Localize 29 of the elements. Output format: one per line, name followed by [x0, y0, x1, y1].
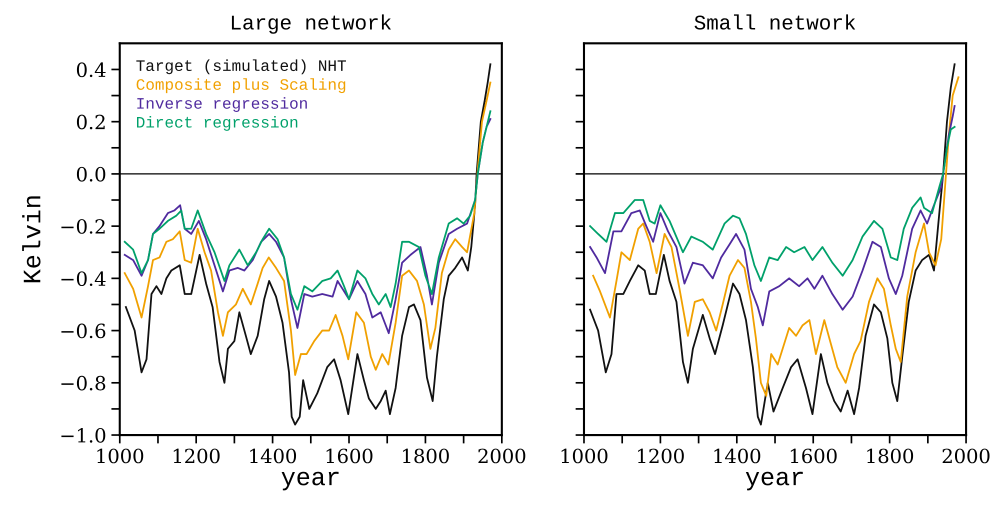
y-tick-label: −0.2 [61, 219, 105, 234]
chart-title: Small network [694, 14, 856, 30]
x-axis-title: year [282, 472, 339, 490]
x-tick-label: 1000 [97, 448, 144, 464]
chart-title: Large network [232, 14, 391, 34]
x-tick-label: 1200 [174, 448, 220, 464]
text: Direct regression [136, 116, 298, 131]
text: Target (simulated) NHT [136, 59, 346, 74]
y-tick-label: −1.0 [61, 428, 106, 443]
x-tick-label: 2000 [942, 448, 990, 464]
y-axis-title: Kelvin [22, 196, 41, 282]
y-tick-label: 0.4 [76, 62, 106, 78]
x-tick-label: 2000 [478, 448, 526, 464]
x-tick-label: 1400 [250, 448, 296, 464]
x-tick-label: 1400 [714, 448, 760, 464]
x-tick-label: 1200 [638, 448, 684, 464]
x-tick-label: 1800 [867, 448, 914, 464]
x-tick-label: 1600 [326, 448, 372, 464]
x-tick-label: 1800 [403, 448, 449, 464]
x-axis-title: year [746, 472, 803, 490]
y-tick-label: −0.4 [61, 271, 106, 286]
text: Inverse regression [137, 97, 307, 112]
y-tick-label: 0.2 [76, 114, 105, 130]
x-tick-label: 1000 [562, 448, 608, 464]
text: Composite plus Scaling [136, 78, 346, 94]
y-tick-label: −0.8 [61, 376, 106, 390]
x-tick-label: 1600 [790, 448, 837, 464]
y-tick-label: 0.0 [76, 166, 106, 182]
y-tick-label: −0.6 [61, 324, 106, 338]
